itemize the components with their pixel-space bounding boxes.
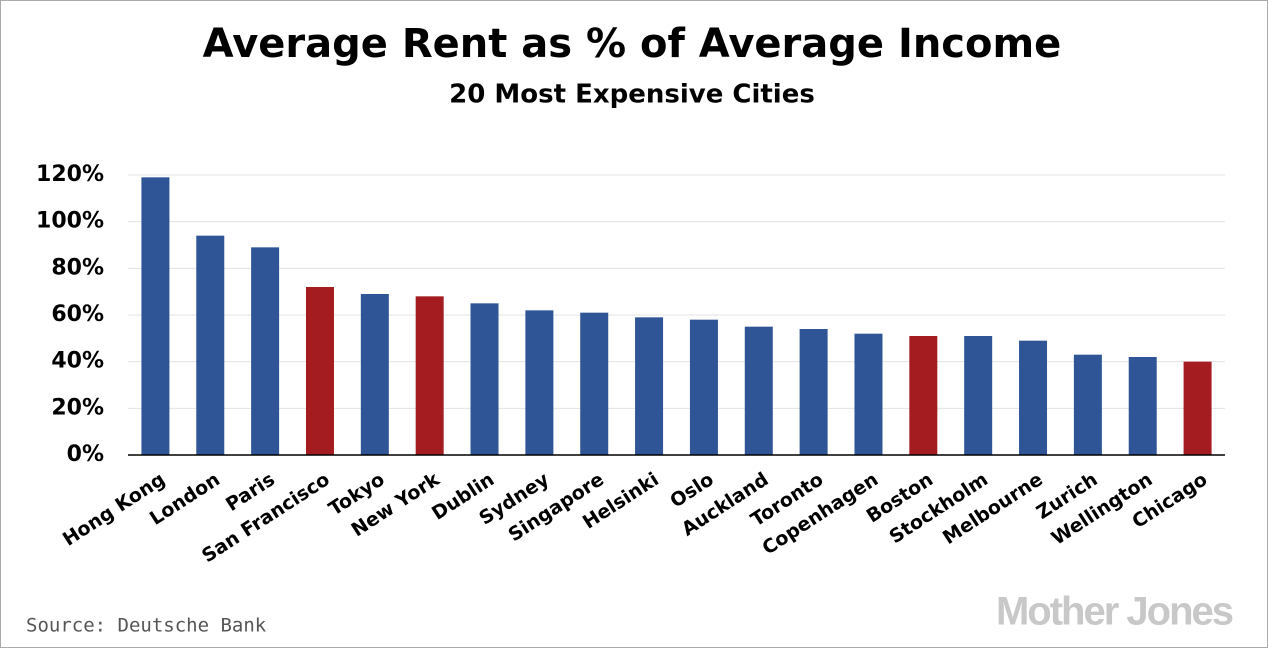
y-tick-label: 80% xyxy=(51,255,104,280)
y-tick-label: 20% xyxy=(51,395,104,420)
bar xyxy=(799,329,828,455)
bar xyxy=(1183,361,1212,455)
bar xyxy=(635,317,664,455)
brand-logo: Mother Jones xyxy=(996,590,1233,634)
chart-title: Average Rent as % of Average Income xyxy=(203,21,1062,67)
bar xyxy=(196,235,225,455)
bar xyxy=(525,310,554,455)
bar xyxy=(744,326,773,455)
y-tick-label: 100% xyxy=(36,209,104,234)
bar xyxy=(1019,340,1048,455)
bar xyxy=(305,287,334,455)
bar xyxy=(360,294,389,455)
bar xyxy=(580,312,609,455)
bar xyxy=(251,247,280,455)
bar xyxy=(470,303,499,455)
bar xyxy=(964,336,993,455)
bar xyxy=(1128,357,1157,455)
bar xyxy=(415,296,444,455)
chart-subtitle: 20 Most Expensive Cities xyxy=(449,80,815,110)
y-tick-label: 0% xyxy=(67,442,104,467)
source: Source: Deutsche Bank xyxy=(26,615,267,637)
bar xyxy=(689,319,718,455)
bar xyxy=(1073,354,1102,455)
y-tick-label: 40% xyxy=(51,349,104,374)
bar xyxy=(909,336,938,455)
y-tick-label: 120% xyxy=(36,162,104,187)
bar xyxy=(141,177,170,456)
y-tick-label: 60% xyxy=(51,302,104,327)
bar xyxy=(854,333,883,455)
